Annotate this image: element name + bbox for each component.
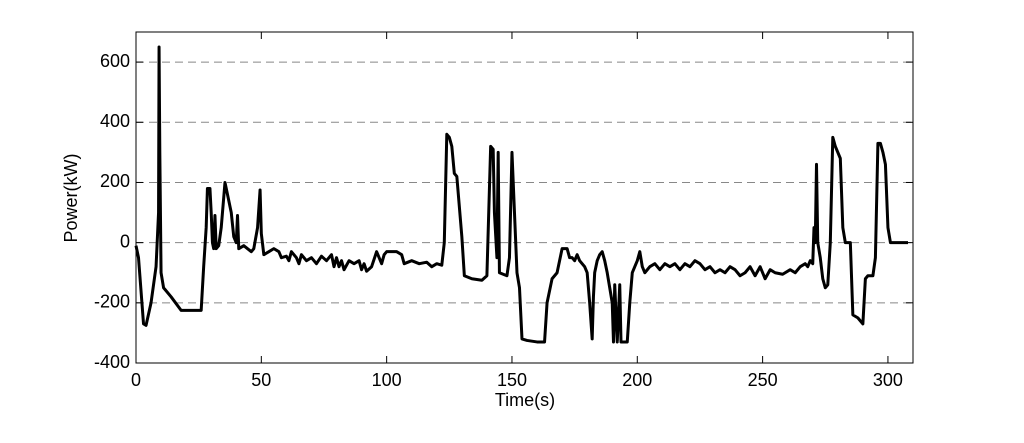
y-tick-label: -400 xyxy=(94,352,130,372)
y-tick-label: 400 xyxy=(100,111,130,131)
y-tick-label: 0 xyxy=(120,231,130,251)
y-tick-label: -200 xyxy=(94,292,130,312)
x-axis-label: Time(s) xyxy=(495,390,555,410)
y-tick-label: 600 xyxy=(100,51,130,71)
marks xyxy=(134,45,908,344)
x-tick-label: 300 xyxy=(873,370,903,390)
x-tick-label: 0 xyxy=(131,370,141,390)
power-line xyxy=(134,45,908,344)
x-tick-label: 50 xyxy=(251,370,271,390)
x-tick-label: 150 xyxy=(497,370,527,390)
y-axis-label: Power(kW) xyxy=(61,154,81,243)
axes-box xyxy=(135,31,914,364)
x-tick-label: 250 xyxy=(748,370,778,390)
plot-area xyxy=(136,32,913,363)
x-tick-label: 200 xyxy=(622,370,652,390)
y-tick-label: 200 xyxy=(100,171,130,191)
x-tick-label: 100 xyxy=(372,370,402,390)
